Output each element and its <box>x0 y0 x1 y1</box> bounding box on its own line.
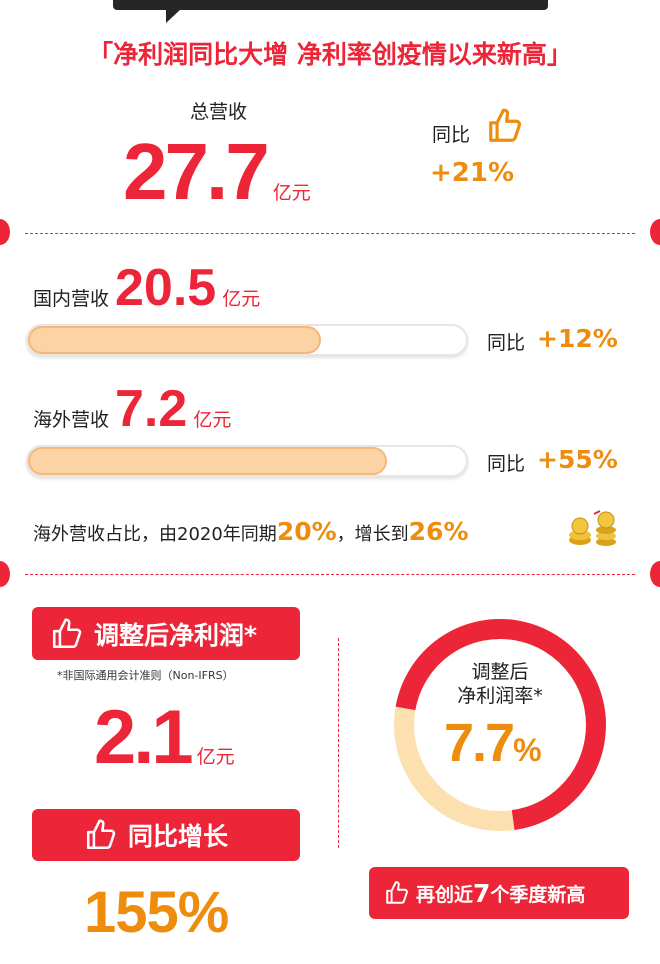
record-number: 7 <box>473 878 491 908</box>
total-label: 总营收 <box>190 101 248 123</box>
divider <box>25 233 635 234</box>
share-new: 26% <box>408 517 469 546</box>
ring-arc <box>394 619 606 831</box>
vertical-divider <box>338 638 339 848</box>
overseas-unit: 亿元 <box>193 409 232 431</box>
share-text: ，增长到 <box>336 524 409 545</box>
coins-icon <box>569 510 616 546</box>
total-yoy: +21% <box>430 158 515 188</box>
overseas-share: 海外营收占比，由2020年同期20%，增长到26% <box>33 517 469 546</box>
record-badge: 再创近 7 个季度新高 <box>369 867 629 919</box>
record-text: 再创近 <box>416 883 474 906</box>
headline: 「净利润同比大增 净利率创疫情以来新高」 <box>88 40 572 69</box>
adjusted-profit-amount: 2.1 亿元 <box>94 700 235 776</box>
domestic-unit: 亿元 <box>222 288 261 310</box>
total-yoy-label: 同比 <box>432 124 471 146</box>
thumbs-up-icon <box>86 819 116 850</box>
yoy-growth-label: 同比增长 <box>128 822 229 851</box>
overseas-label: 海外营收 <box>33 409 110 431</box>
overseas-yoy: +55% <box>537 445 618 474</box>
record-text: 个季度新高 <box>490 883 586 906</box>
adjusted-profit-badge: 调整后净利润* <box>32 607 300 660</box>
total-value: 27.7 <box>123 127 270 216</box>
overseas-amount: 海外营收 7.2 亿元 <box>33 383 231 435</box>
margin-label-line1: 调整后 <box>471 661 529 683</box>
yoy-growth-value: 155% <box>84 880 229 945</box>
share-old: 20% <box>276 517 337 546</box>
margin-value: 7.7% <box>444 716 542 770</box>
divider-dot <box>0 561 10 587</box>
domestic-bar-fill <box>28 326 322 354</box>
share-text: 海外营收占比，由2020年同期 <box>33 524 277 545</box>
margin-ring <box>394 619 606 831</box>
overseas-value: 7.2 <box>115 380 188 438</box>
divider <box>25 574 635 575</box>
header-bar <box>113 0 548 10</box>
domestic-amount: 国内营收 20.5 亿元 <box>33 262 260 314</box>
adjusted-profit-value: 2.1 <box>94 695 194 780</box>
divider-dot <box>650 219 660 245</box>
thumbs-up-icon <box>386 881 408 904</box>
domestic-label: 国内营收 <box>33 288 110 310</box>
overseas-yoy-label: 同比 <box>487 453 526 475</box>
yoy-growth-badge: 同比增长 <box>32 809 300 861</box>
non-ifrs-note: *非国际通用会计准则（Non-IFRS） <box>57 669 234 682</box>
margin-number: 7.7 <box>444 713 515 773</box>
thumbs-up-icon <box>52 618 82 648</box>
overseas-bar-fill <box>28 447 388 475</box>
adjusted-profit-unit: 亿元 <box>196 746 235 768</box>
thumbs-up-icon <box>489 108 522 142</box>
divider-dot <box>0 219 10 245</box>
domestic-yoy-label: 同比 <box>487 332 526 354</box>
total-amount: 27.7 亿元 <box>123 132 311 212</box>
domestic-value: 20.5 <box>115 259 217 317</box>
overseas-bar <box>26 445 468 477</box>
divider-dot <box>650 561 660 587</box>
domestic-bar <box>26 324 468 356</box>
adjusted-profit-label: 调整后净利润* <box>94 620 258 650</box>
total-unit: 亿元 <box>272 182 311 204</box>
margin-pct: % <box>513 732 542 768</box>
margin-label-line2: 净利润率* <box>457 685 543 707</box>
speech-tail <box>166 9 181 23</box>
margin-label: 调整后 净利润率* <box>400 660 600 708</box>
domestic-yoy: +12% <box>537 324 618 353</box>
